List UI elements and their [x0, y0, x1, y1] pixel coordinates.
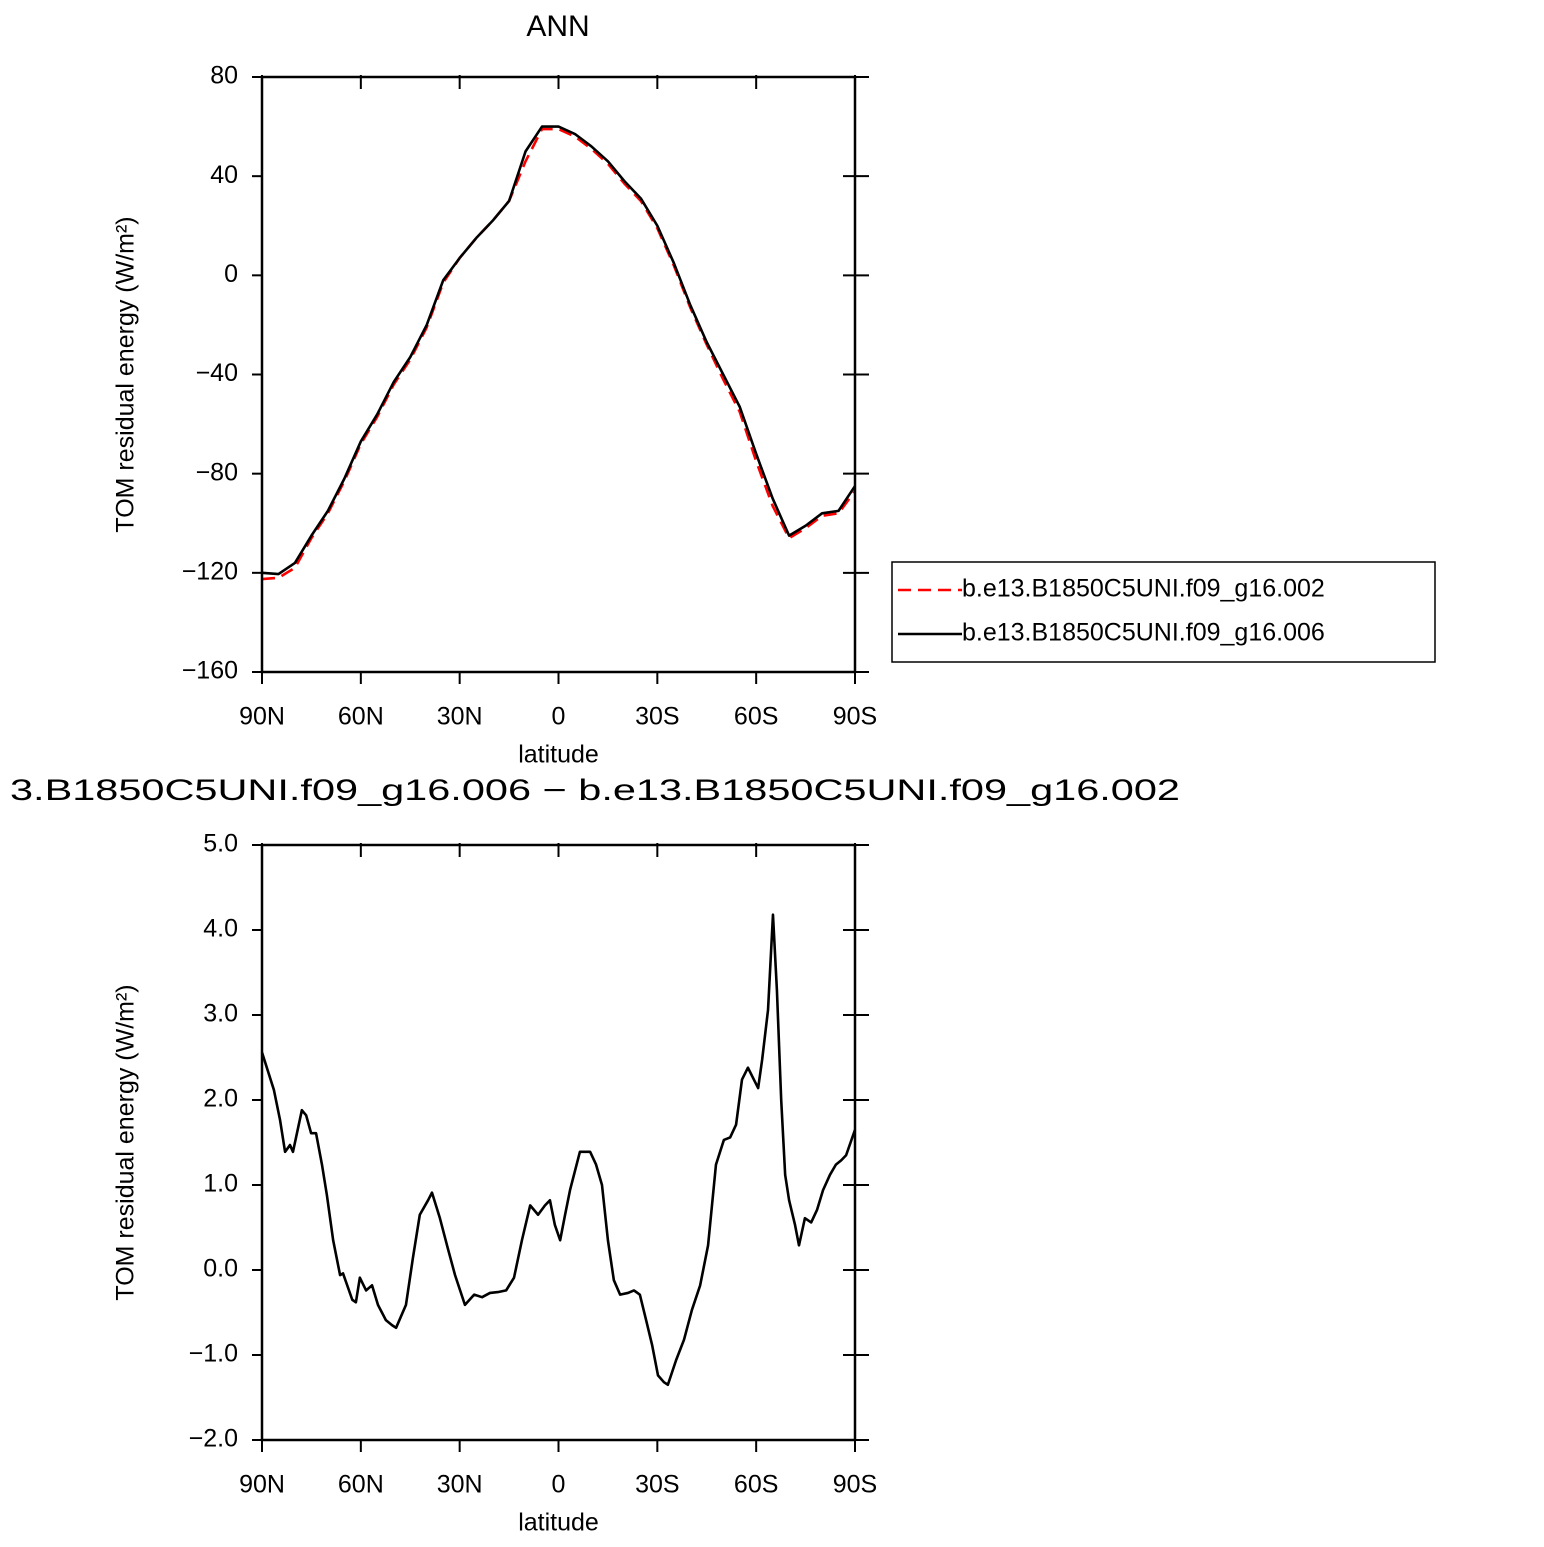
- y-tick-label: 4.0: [203, 915, 238, 943]
- x-tick-label: 30S: [635, 703, 679, 731]
- x-tick-label: 30N: [437, 1471, 483, 1499]
- y-tick-label: 1.0: [203, 1170, 238, 1198]
- y-tick-label: 80: [210, 62, 238, 90]
- legend-label: b.e13.B1850C5UNI.f09_g16.002: [962, 575, 1325, 603]
- series-line: [260, 913, 857, 1387]
- y-tick-label: 0.0: [203, 1255, 238, 1283]
- x-tick-label: 60S: [734, 703, 778, 731]
- x-tick-label: 90S: [833, 703, 877, 731]
- x-tick-label: 60N: [338, 703, 384, 731]
- y-tick-label: −80: [196, 458, 238, 486]
- x-tick-label: 60N: [338, 1471, 384, 1499]
- chart-title: ANN: [526, 10, 589, 43]
- x-tick-label: 30N: [437, 703, 483, 731]
- y-tick-label: −40: [196, 359, 238, 387]
- x-tick-label: 30S: [635, 1471, 679, 1499]
- legend-box: [891, 561, 1436, 663]
- x-tick-label: 90N: [239, 703, 285, 731]
- y-tick-label: −1.0: [189, 1340, 238, 1368]
- y-tick-label: 2.0: [203, 1085, 238, 1113]
- y-tick-label: 0: [224, 260, 238, 288]
- x-tick-label: 90S: [833, 1471, 877, 1499]
- y-axis-label: TOM residual energy (W/m²): [112, 984, 140, 1300]
- y-tick-label: 3.0: [203, 1000, 238, 1028]
- x-tick-label: 90N: [239, 1471, 285, 1499]
- y-tick-label: 5.0: [203, 830, 238, 858]
- x-tick-label: 0: [552, 703, 566, 731]
- series-line: [261, 127, 857, 581]
- x-axis-label: latitude: [518, 741, 599, 769]
- x-tick-label: 0: [552, 1471, 566, 1499]
- x-tick-label: 60S: [734, 1471, 778, 1499]
- legend-label: b.e13.B1850C5UNI.f09_g16.006: [962, 619, 1325, 647]
- plot-frame: [260, 75, 857, 674]
- x-axis-label: latitude: [518, 1509, 599, 1537]
- y-tick-label: 40: [210, 161, 238, 189]
- y-tick-label: −2.0: [189, 1425, 238, 1453]
- y-tick-label: −160: [182, 657, 238, 685]
- y-axis-label: TOM residual energy (W/m²): [112, 216, 140, 532]
- chart-title: 3.B1850C5UNI.f09_g16.006 − b.e13.B1850C5…: [10, 774, 1180, 807]
- series-line: [261, 125, 857, 576]
- y-tick-label: −120: [182, 557, 238, 585]
- plot-frame: [260, 843, 857, 1442]
